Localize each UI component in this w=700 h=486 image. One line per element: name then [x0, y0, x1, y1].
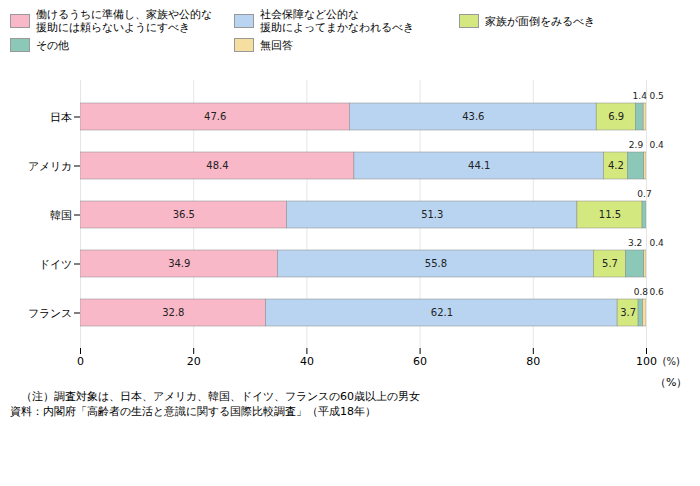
svg-text:100: 100	[636, 356, 657, 369]
svg-text:0.8: 0.8	[634, 288, 649, 298]
svg-text:32.8: 32.8	[162, 308, 184, 319]
html-text:働けるうちに準備し、家族や公的な 援助には頼らないようにすべ: 働けるうちに準備し、家族や公的な 援助には頼らないようにすべき	[36, 8, 212, 35]
svg-text:36.5: 36.5	[173, 210, 195, 221]
html-text:無回答: 無回答	[260, 38, 294, 52]
html-text:資料：内閣府「高齢者の生活と意識に関する国際比較調査」（平成: 資料：内閣府「高齢者の生活と意識に関する国際比較調査」（平成18年）	[10, 405, 376, 419]
svg-text:6.9: 6.9	[608, 112, 624, 123]
svg-text:フランス: フランス	[28, 307, 72, 320]
svg-text:5.7: 5.7	[602, 259, 618, 270]
svg-text:51.3: 51.3	[421, 210, 443, 221]
svg-text:4.2: 4.2	[608, 161, 624, 172]
svg-text:日本: 日本	[50, 111, 72, 124]
svg-text:3.7: 3.7	[620, 308, 636, 319]
svg-text:アメリカ: アメリカ	[28, 160, 72, 173]
svg-text:ドイツ: ドイツ	[39, 258, 72, 271]
svg-text:62.1: 62.1	[431, 308, 453, 319]
svg-text:11.5: 11.5	[599, 210, 621, 221]
svg-text:0: 0	[77, 356, 84, 369]
svg-text:3.2: 3.2	[628, 239, 642, 249]
svg-text:2.9: 2.9	[629, 141, 644, 151]
svg-text:0.5: 0.5	[650, 92, 664, 102]
svg-text:44.1: 44.1	[468, 161, 490, 172]
svg-text:40: 40	[300, 356, 314, 369]
svg-text:60: 60	[413, 356, 427, 369]
svg-text:48.4: 48.4	[206, 161, 228, 172]
svg-text:0.6: 0.6	[650, 288, 665, 298]
svg-text:34.9: 34.9	[168, 259, 190, 270]
svg-text:47.6: 47.6	[204, 112, 226, 123]
svg-text:0.4: 0.4	[650, 141, 665, 151]
svg-text:0.7: 0.7	[637, 190, 651, 200]
svg-text:80: 80	[526, 356, 540, 369]
html-text:その他: その他	[36, 38, 69, 52]
svg-text:(%): (%)	[663, 356, 680, 367]
svg-text:韓国: 韓国	[50, 209, 72, 222]
svg-text:43.6: 43.6	[462, 112, 484, 123]
html-text:社会保障など公的な 援助によってまかなわれるべき: 社会保障など公的な 援助によってまかなわれるべき	[260, 8, 415, 35]
html-text:家族が面倒をみるべき: 家族が面倒をみるべき	[484, 14, 595, 28]
svg-text:0.4: 0.4	[650, 239, 665, 249]
svg-text:55.8: 55.8	[425, 259, 447, 270]
svg-text:20: 20	[187, 356, 201, 369]
svg-text:（%）: （%）	[655, 376, 687, 389]
svg-text:1.4: 1.4	[633, 92, 648, 102]
html-text:（注）調査対象は、日本、アメリカ、韓国、ドイツ、フランスの6: （注）調査対象は、日本、アメリカ、韓国、ドイツ、フランスの60歳以上の男女	[10, 390, 420, 404]
